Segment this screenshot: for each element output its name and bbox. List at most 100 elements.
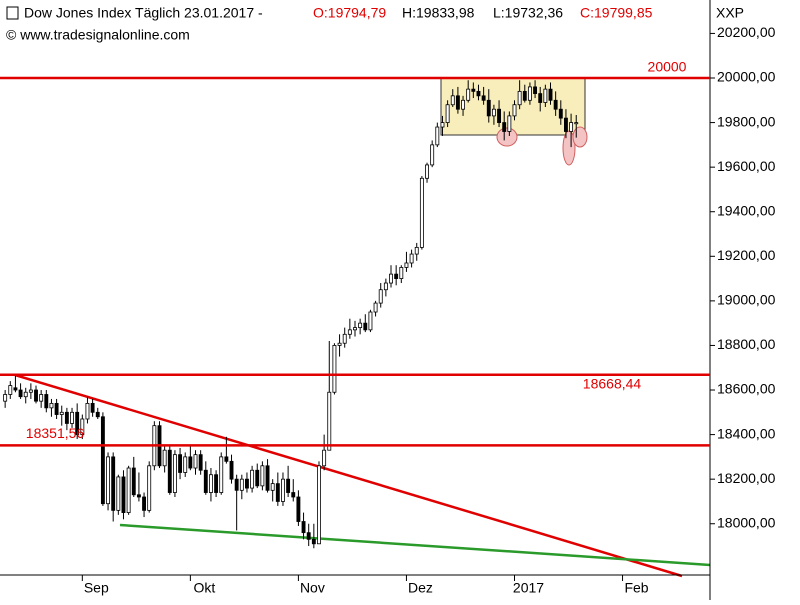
- candle-body: [208, 474, 213, 493]
- candle-body: [95, 411, 100, 418]
- candle-body: [491, 108, 496, 117]
- candle-body: [121, 476, 126, 513]
- high-label: H:19833,98: [402, 5, 475, 21]
- candle-body: [486, 99, 491, 117]
- candle-body: [502, 122, 507, 132]
- candle-body: [239, 478, 244, 491]
- candle-body: [517, 90, 522, 106]
- candle-body: [445, 104, 450, 123]
- candle-body: [100, 416, 105, 505]
- candle-body: [70, 411, 74, 424]
- candle-body: [296, 496, 301, 522]
- candle-body: [378, 289, 383, 304]
- candle-body: [383, 282, 388, 291]
- candle-body: [34, 389, 38, 402]
- y-tick-label: 18800,00: [717, 336, 776, 352]
- candle-body: [311, 538, 316, 545]
- candle-body: [183, 456, 188, 473]
- candle-body: [23, 391, 28, 398]
- candle-body: [265, 465, 270, 491]
- candle-body: [553, 99, 558, 110]
- open-label: O:19794,79: [313, 5, 386, 21]
- candle-body: [64, 411, 69, 424]
- candle-body: [111, 456, 116, 511]
- candle-body: [327, 391, 332, 451]
- x-tick-label: 2017: [513, 580, 544, 596]
- x-tick-label: Okt: [193, 580, 215, 596]
- x-tick-label: Sep: [84, 580, 109, 596]
- candle-body: [481, 95, 486, 101]
- y-tick-label: 18600,00: [717, 381, 776, 397]
- trend-line: [119, 523, 711, 567]
- candle-body: [286, 478, 291, 493]
- candle-body: [28, 389, 33, 393]
- marker-ellipse: [496, 127, 518, 147]
- candle-body: [353, 327, 357, 331]
- candle-body: [8, 385, 13, 395]
- candle-body: [342, 333, 347, 344]
- candle-body: [281, 478, 285, 502]
- candle-body: [419, 177, 424, 248]
- icon: [6, 6, 19, 20]
- y-tick-label: 19400,00: [717, 202, 776, 218]
- candle-body: [167, 449, 172, 493]
- y-tick-label: 19600,00: [717, 158, 776, 174]
- candle-body: [126, 467, 131, 513]
- candle-body: [270, 483, 275, 491]
- candle-body: [80, 418, 85, 435]
- candle-body: [322, 449, 327, 467]
- candle-body: [497, 108, 502, 123]
- candle-body: [136, 494, 141, 498]
- candle-body: [106, 456, 110, 505]
- candle-body: [425, 164, 429, 179]
- candle-body: [291, 492, 296, 498]
- close-label: C:19799,85: [580, 5, 653, 21]
- candle-body: [214, 474, 219, 493]
- trend-line: [14, 373, 683, 578]
- marker-ellipse: [572, 126, 588, 148]
- marker-ellipse: [562, 130, 576, 166]
- candle-body: [13, 387, 18, 391]
- y-tick-label: 19200,00: [717, 247, 776, 263]
- candle-body: [512, 104, 517, 117]
- candle-body: [466, 88, 471, 101]
- candle-body: [337, 342, 342, 346]
- candle-body: [3, 394, 8, 402]
- candle-body: [44, 394, 49, 409]
- candle-body: [59, 411, 64, 415]
- x-tick-label: Feb: [624, 580, 648, 596]
- candles: [3, 80, 579, 549]
- candle-body: [250, 469, 255, 489]
- candle-body: [455, 95, 460, 110]
- candle-body: [440, 122, 445, 128]
- candle-body: [306, 532, 311, 540]
- source: © www.tradesignalonline.com: [6, 27, 190, 43]
- candle-body: [178, 454, 183, 473]
- candle-body: [245, 478, 249, 489]
- candle-body: [147, 465, 152, 511]
- y-tick-label: 18000,00: [717, 514, 776, 530]
- candle-body: [219, 456, 224, 493]
- candle-body: [527, 86, 532, 101]
- candle-body: [548, 88, 553, 101]
- candle-body: [522, 90, 527, 101]
- candle-body: [75, 411, 80, 435]
- candle-body: [172, 454, 177, 493]
- level-label: 18351,56: [26, 425, 85, 441]
- candle-body: [255, 469, 260, 487]
- candle-body: [574, 122, 579, 125]
- level-label: 20000: [648, 59, 687, 75]
- candle-body: [435, 126, 440, 146]
- candle-body: [543, 88, 548, 103]
- chart-title: Dow Jones Index Täglich 23.01.2017 -: [24, 5, 263, 21]
- candle-body: [85, 402, 90, 420]
- candle-body: [471, 88, 476, 92]
- candle-body: [533, 86, 538, 95]
- candle-body: [275, 483, 280, 502]
- candle-body: [116, 476, 121, 511]
- candle-body: [224, 456, 229, 462]
- y-tick-label: 18400,00: [717, 425, 776, 441]
- candle-body: [414, 246, 419, 255]
